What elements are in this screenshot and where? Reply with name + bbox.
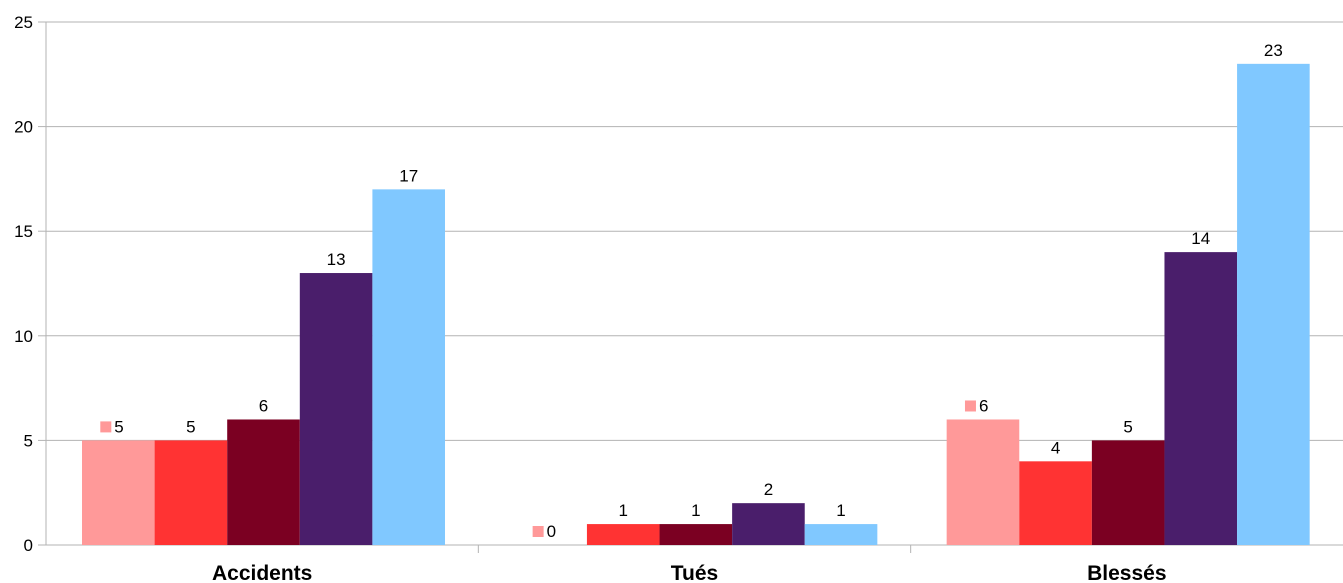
data-label-s3-c0: 13 <box>327 250 346 269</box>
gridlines <box>46 21 1343 441</box>
data-label-s3-c1: 2 <box>764 480 773 499</box>
data-label-s2-c2: 5 <box>1123 417 1132 436</box>
bar-s1-c0 <box>154 440 228 545</box>
bar-s4-c1 <box>804 524 878 545</box>
y-tick-label-0: 0 <box>24 536 33 555</box>
bar-s4-c0 <box>372 189 445 546</box>
bar-s3-c1 <box>732 503 805 545</box>
data-label-s1-c1: 1 <box>618 501 627 520</box>
data-label-s3-c2: 14 <box>1191 229 1210 248</box>
data-label-key-s0-c0 <box>100 421 112 433</box>
data-label-key-s0-c1 <box>532 526 544 537</box>
bar-s2-c2 <box>1091 440 1165 545</box>
data-label-s2-c0: 6 <box>259 396 268 415</box>
y-tick-label-10: 10 <box>14 327 33 346</box>
bar-s2-c0 <box>227 419 300 545</box>
data-label-s1-c0: 5 <box>186 417 195 436</box>
data-label-s2-c1: 1 <box>691 501 700 520</box>
bar-s3-c0 <box>299 273 373 545</box>
y-tick-label-15: 15 <box>14 222 33 241</box>
bar-s4-c2 <box>1237 63 1310 546</box>
y-tick-label-25: 25 <box>14 13 33 32</box>
y-tick-label-20: 20 <box>14 118 33 137</box>
data-label-s0-c1: 0 <box>547 522 556 541</box>
bar-s1-c1 <box>586 524 660 545</box>
data-label-s4-c2: 23 <box>1264 41 1283 60</box>
x-category-label-0: Accidents <box>212 562 312 583</box>
data-label-s0-c2: 6 <box>979 396 988 415</box>
bar-s0-c2 <box>946 419 1020 545</box>
x-category-label-2: Blessés <box>1087 562 1166 583</box>
data-label-s4-c0: 17 <box>399 166 418 185</box>
data-labels: 5 5 6 13 17 0 1 1 2 1 6 4 5 14 23 <box>114 41 1283 541</box>
data-label-key-s0-c2 <box>964 400 976 412</box>
bar-s0-c0 <box>82 440 155 545</box>
bar-s1-c2 <box>1019 461 1092 545</box>
bars <box>82 63 1310 546</box>
data-label-s1-c2: 4 <box>1051 438 1060 457</box>
bar-s3-c2 <box>1164 252 1238 545</box>
x-category-label-1: Tués <box>671 562 718 583</box>
y-tick-label-5: 5 <box>24 431 33 450</box>
bar-s2-c1 <box>659 524 733 545</box>
data-label-s4-c1: 1 <box>836 501 845 520</box>
data-label-s0-c0: 5 <box>114 417 123 436</box>
